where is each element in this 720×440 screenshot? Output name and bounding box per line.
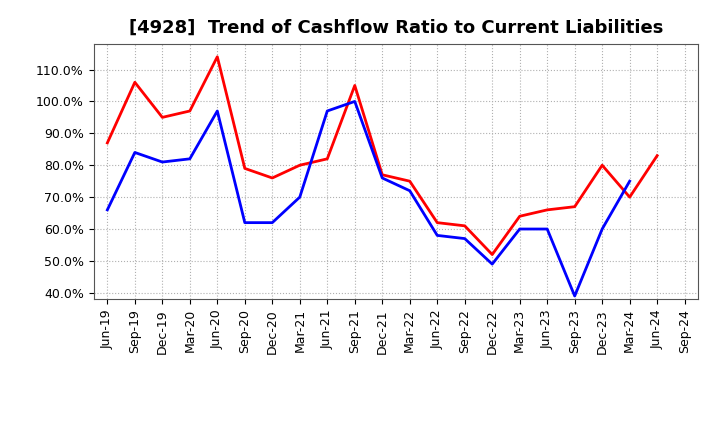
Free CF to Current Liabilities xyxy=(433,233,441,238)
Line: Operating CF to Current Liabilities: Operating CF to Current Liabilities xyxy=(107,57,657,254)
Operating CF to Current Liabilities xyxy=(598,162,606,168)
Free CF to Current Liabilities xyxy=(213,108,222,114)
Free CF to Current Liabilities xyxy=(378,175,387,180)
Operating CF to Current Liabilities xyxy=(323,156,332,161)
Operating CF to Current Liabilities xyxy=(460,223,469,228)
Free CF to Current Liabilities xyxy=(516,226,524,231)
Free CF to Current Liabilities xyxy=(240,220,249,225)
Operating CF to Current Liabilities xyxy=(626,194,634,200)
Operating CF to Current Liabilities xyxy=(516,213,524,219)
Operating CF to Current Liabilities xyxy=(543,207,552,213)
Operating CF to Current Liabilities xyxy=(158,115,166,120)
Operating CF to Current Liabilities xyxy=(186,108,194,114)
Legend: Operating CF to Current Liabilities, Free CF to Current Liabilities: Operating CF to Current Liabilities, Fre… xyxy=(142,438,650,440)
Free CF to Current Liabilities xyxy=(323,108,332,114)
Free CF to Current Liabilities xyxy=(570,293,579,299)
Line: Free CF to Current Liabilities: Free CF to Current Liabilities xyxy=(107,101,630,296)
Free CF to Current Liabilities xyxy=(626,179,634,184)
Free CF to Current Liabilities xyxy=(405,188,414,194)
Operating CF to Current Liabilities xyxy=(378,172,387,177)
Operating CF to Current Liabilities xyxy=(570,204,579,209)
Operating CF to Current Liabilities xyxy=(130,80,139,85)
Title: [4928]  Trend of Cashflow Ratio to Current Liabilities: [4928] Trend of Cashflow Ratio to Curren… xyxy=(129,19,663,37)
Operating CF to Current Liabilities xyxy=(433,220,441,225)
Operating CF to Current Liabilities xyxy=(240,166,249,171)
Free CF to Current Liabilities xyxy=(186,156,194,161)
Free CF to Current Liabilities xyxy=(130,150,139,155)
Free CF to Current Liabilities xyxy=(543,226,552,231)
Operating CF to Current Liabilities xyxy=(268,175,276,180)
Operating CF to Current Liabilities xyxy=(103,140,112,146)
Operating CF to Current Liabilities xyxy=(653,153,662,158)
Free CF to Current Liabilities xyxy=(351,99,359,104)
Free CF to Current Liabilities xyxy=(158,159,166,165)
Operating CF to Current Liabilities xyxy=(295,162,304,168)
Operating CF to Current Liabilities xyxy=(488,252,497,257)
Free CF to Current Liabilities xyxy=(103,207,112,213)
Free CF to Current Liabilities xyxy=(460,236,469,241)
Operating CF to Current Liabilities xyxy=(213,54,222,59)
Free CF to Current Liabilities xyxy=(598,226,606,231)
Free CF to Current Liabilities xyxy=(268,220,276,225)
Free CF to Current Liabilities xyxy=(295,194,304,200)
Operating CF to Current Liabilities xyxy=(351,83,359,88)
Free CF to Current Liabilities xyxy=(488,261,497,267)
Operating CF to Current Liabilities xyxy=(405,179,414,184)
